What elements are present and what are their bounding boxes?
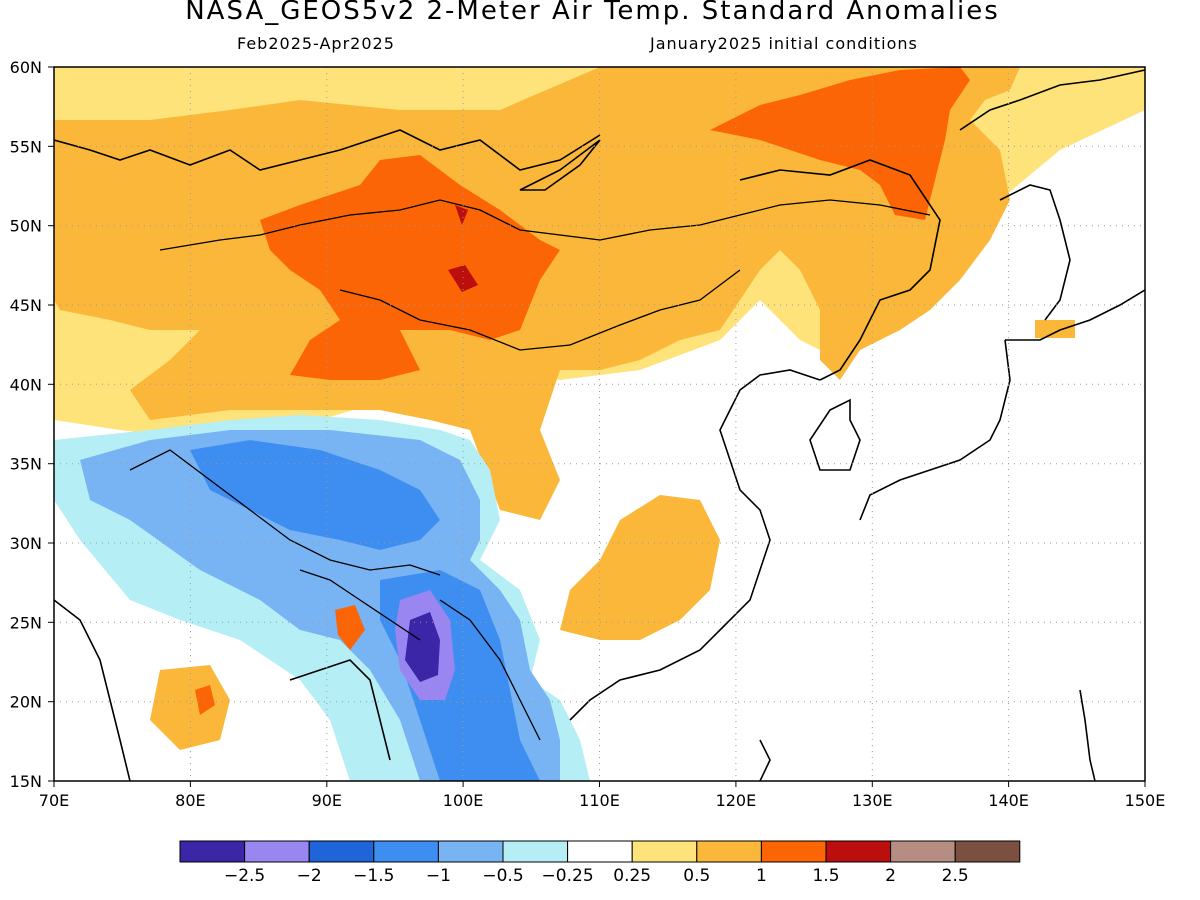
colorbar-swatch bbox=[244, 840, 310, 863]
lat-label: 25N bbox=[10, 613, 42, 632]
lon-label: 80E bbox=[175, 791, 205, 810]
colorbar-label: 1 bbox=[755, 866, 767, 886]
colorbar-swatch bbox=[179, 840, 246, 863]
warm-strong-ne-siberia bbox=[710, 67, 970, 220]
country-borders bbox=[129, 199, 931, 741]
lat-label: 35N bbox=[10, 455, 42, 474]
lon-label: 90E bbox=[312, 791, 342, 810]
lat-label: 50N bbox=[10, 217, 42, 236]
lon-labels: 70E 80E 90E 100E 110E 120E 130E 140E 150… bbox=[39, 791, 1166, 810]
lat-label: 40N bbox=[10, 375, 42, 394]
colorbar-swatch bbox=[760, 840, 827, 863]
lon-label: 150E bbox=[1125, 791, 1166, 810]
colorbar-swatch bbox=[890, 840, 956, 863]
colorbar-swatch bbox=[437, 840, 504, 863]
lon-label: 100E bbox=[443, 791, 484, 810]
colorbar-label: −0.5 bbox=[482, 866, 524, 886]
lat-label: 55N bbox=[10, 137, 42, 156]
lat-label: 60N bbox=[10, 58, 42, 77]
lon-label: 110E bbox=[579, 791, 620, 810]
lat-label: 45N bbox=[10, 296, 42, 315]
colorbar-label: −0.25 bbox=[541, 866, 594, 886]
coastlines bbox=[54, 69, 1145, 781]
forecast-period: Feb2025-Apr2025 bbox=[237, 34, 395, 53]
cool-darkpurple-myanmar bbox=[405, 612, 440, 682]
lat-label: 15N bbox=[10, 772, 42, 791]
colorbar-swatch bbox=[567, 840, 633, 863]
lon-label: 140E bbox=[988, 791, 1029, 810]
colorbar-swatch bbox=[825, 840, 892, 863]
lat-label: 30N bbox=[10, 534, 42, 553]
warm-mid-south-china bbox=[560, 495, 720, 640]
colorbar-swatch bbox=[696, 840, 762, 863]
lon-label: 130E bbox=[852, 791, 893, 810]
lat-labels: 15N 20N 25N 30N 35N 40N 45N 50N 55N 60N bbox=[10, 58, 42, 791]
colorbar-label: 0.5 bbox=[683, 866, 711, 886]
lon-label: 70E bbox=[39, 791, 69, 810]
lon-label: 120E bbox=[716, 791, 757, 810]
colorbar-swatch bbox=[502, 840, 569, 863]
warm-peak-2 bbox=[455, 205, 468, 225]
colorbar-label: −1 bbox=[425, 866, 451, 886]
warm-mid bbox=[54, 67, 1020, 520]
initial-conditions: January2025 initial conditions bbox=[650, 34, 918, 53]
warm-japan bbox=[1035, 320, 1075, 338]
colorbar-label: 0.25 bbox=[613, 866, 652, 886]
colorbar-swatch bbox=[373, 840, 439, 863]
map-grid bbox=[54, 67, 1145, 781]
colorbar-label: 2.5 bbox=[941, 866, 969, 886]
axis-ticks bbox=[48, 66, 1146, 787]
cool-strong-tibet bbox=[190, 440, 440, 550]
colorbar-label: 1.5 bbox=[812, 866, 840, 886]
colorbar-swatch bbox=[954, 840, 1021, 863]
warm-india-core bbox=[195, 685, 215, 715]
lat-label: 20N bbox=[10, 693, 42, 712]
warm-peak bbox=[448, 265, 478, 292]
colorbar-label: −2.5 bbox=[223, 866, 266, 886]
colorbar-swatch bbox=[631, 840, 698, 863]
warm-bangladesh bbox=[335, 605, 365, 650]
map-title: NASA_GEOS5v2 2-Meter Air Temp. Standard … bbox=[185, 0, 1000, 26]
colorbar-swatch bbox=[308, 840, 375, 863]
colorbar-label: 2 bbox=[885, 866, 897, 886]
colorbar bbox=[179, 840, 1021, 863]
colorbar-label: −1.5 bbox=[353, 866, 395, 886]
warm-strong-mongolia bbox=[260, 155, 560, 380]
colorbar-label: −2 bbox=[296, 866, 322, 886]
